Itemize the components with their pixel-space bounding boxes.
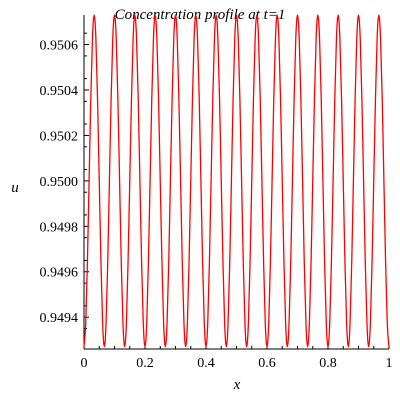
y-axis-label: u (11, 180, 19, 196)
x-tick-label: 0.6 (258, 356, 276, 371)
chart-title: Concentration profile at t=1 (115, 7, 286, 23)
x-tick-label: 0 (81, 356, 88, 371)
x-tick-label: 0.2 (136, 356, 154, 371)
series-layer (83, 14, 390, 348)
y-tick-label: 0.9504 (40, 84, 79, 99)
y-tick-label: 0.9498 (40, 220, 79, 235)
y-tick-label: 0.9500 (40, 175, 79, 190)
axes: 0 0.2 0.4 0.6 0.8 1 0.9494 0.9496 0.9498 0.9500 0.… (40, 15, 393, 371)
x-tick-label: 1 (386, 356, 393, 371)
y-tick-label: 0.9496 (40, 266, 79, 281)
y-tick-label: 0.9494 (40, 311, 79, 326)
y-tick-label: 0.9502 (40, 129, 79, 144)
series-line-0 (83, 14, 390, 348)
x-axis-label: x (233, 377, 241, 393)
y-tick-label: 0.9506 (40, 39, 79, 54)
x-tick-label: 0.4 (197, 356, 215, 371)
x-tick-label: 0.8 (319, 356, 337, 371)
